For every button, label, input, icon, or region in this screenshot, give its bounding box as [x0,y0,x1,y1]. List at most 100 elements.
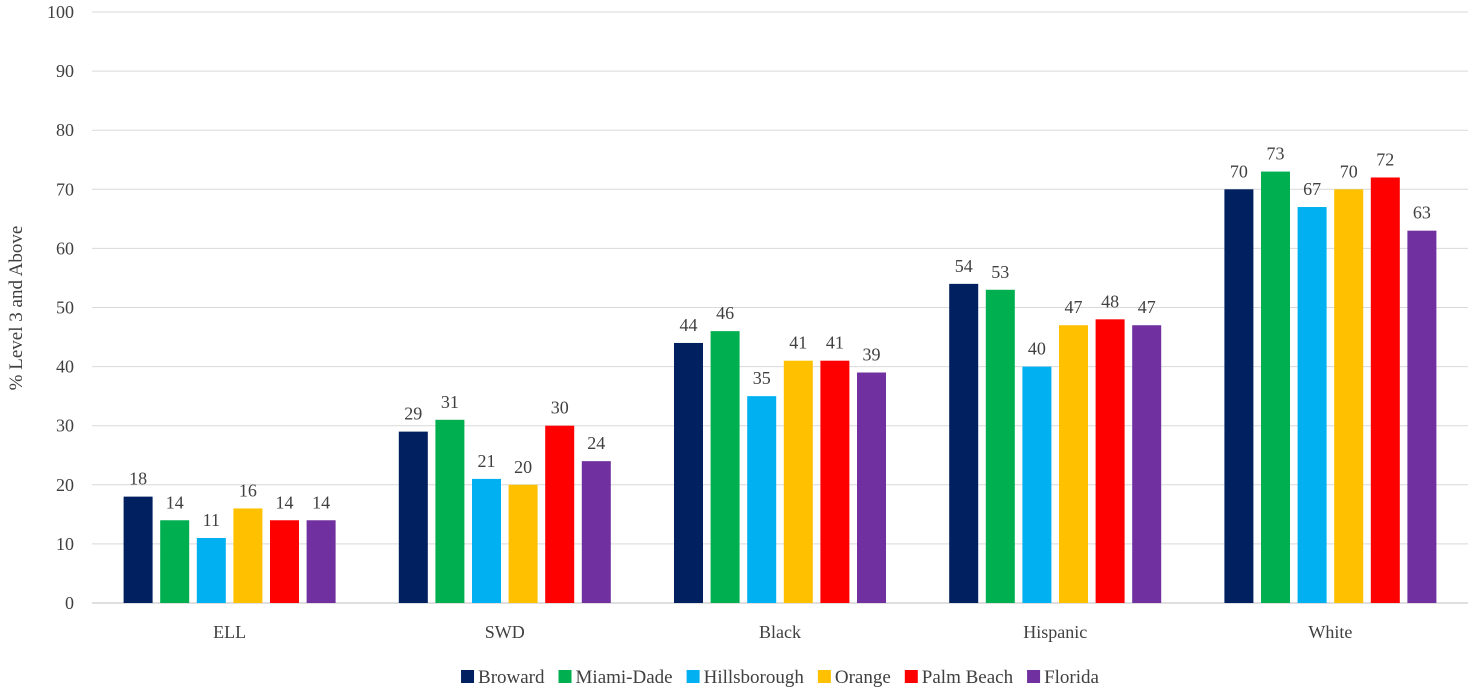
bar-florida-black [857,372,886,603]
legend-label: Broward [478,667,545,688]
legend-swatch [1027,670,1041,683]
y-tick-label: 50 [56,298,74,318]
category-label-white: White [1308,622,1352,642]
legend-swatch [558,670,572,683]
data-label: 72 [1376,149,1394,169]
bar-florida-ell [306,520,336,603]
data-label: 30 [551,398,569,418]
data-label: 41 [826,333,844,353]
bar-hillsborough-swd [472,478,501,603]
data-label: 16 [239,480,257,500]
bar-orange-ell [233,508,263,603]
data-label: 14 [312,492,330,512]
data-label: 47 [1065,297,1083,317]
legend-item-orange: Orange [817,667,891,688]
bar-miami-dade-white [1261,171,1290,603]
bar-broward-white [1224,189,1254,604]
bar-palm-beach-hispanic [1095,319,1125,603]
bar-miami-dade-hispanic [985,289,1015,603]
legend-swatch [817,670,831,683]
bar-orange-black [783,360,813,603]
legend-label: Palm Beach [922,667,1014,688]
legend-label: Florida [1044,667,1099,688]
y-tick-label: 0 [65,593,74,613]
data-label: 73 [1267,144,1285,164]
data-label: 46 [716,303,734,323]
data-labels: 18 14 11 16 14 14 29 31 21 20 30 24 44 46 35 41 41 39 54 53… [129,144,1431,530]
bar-miami-dade-swd [435,419,465,603]
legend-swatch [686,670,700,683]
legend-label: Hillsborough [704,667,805,688]
y-tick-label: 80 [56,120,74,140]
legend-item-miami-dade: Miami-Dade [558,667,673,688]
legend-item-hillsborough: Hillsborough [686,667,805,688]
bar-broward-swd [398,431,428,603]
y-tick-label: 10 [56,534,74,554]
data-label: 35 [753,368,771,388]
bar-broward-hispanic [949,283,979,603]
data-label: 41 [789,333,807,353]
bar-orange-swd [508,484,538,603]
data-label: 29 [404,404,422,424]
legend-label: Miami-Dade [576,667,673,688]
data-label: 47 [1138,297,1156,317]
bar-palm-beach-black [820,360,850,603]
bar-miami-dade-ell [160,520,190,603]
data-label: 70 [1230,161,1248,181]
y-axis-ticks: 0 10 20 30 40 50 60 70 80 90 100 [47,2,74,613]
bar-hillsborough-white [1297,207,1327,603]
legend: Broward Miami-Dade Hillsborough Orange Palm … [461,667,1100,688]
data-label: 67 [1303,179,1321,199]
data-label: 21 [478,451,496,471]
data-label: 20 [514,457,532,477]
data-label: 53 [991,262,1009,282]
data-label: 44 [680,315,698,335]
data-label: 63 [1413,203,1431,223]
y-tick-label: 30 [56,416,74,436]
bar-hillsborough-hispanic [1022,366,1052,603]
bar-miami-dade-black [710,331,740,603]
data-label: 70 [1340,161,1358,181]
bars [123,171,1437,604]
bar-florida-white [1407,230,1437,604]
y-tick-label: 20 [56,475,74,495]
bar-palm-beach-swd [545,425,575,603]
data-label: 14 [276,492,294,512]
y-tick-label: 60 [56,238,74,258]
data-label: 39 [863,345,881,365]
bar-broward-black [674,342,703,603]
bar-hillsborough-ell [196,537,226,603]
bar-florida-swd [581,461,611,603]
data-label: 14 [166,492,184,512]
y-tick-label: 40 [56,357,74,377]
category-label-black: Black [759,622,801,642]
legend-item-broward: Broward [461,667,545,688]
data-label: 40 [1028,339,1046,359]
y-tick-label: 70 [56,179,74,199]
category-label-ell: ELL [213,622,246,642]
data-label: 54 [955,256,973,276]
category-label-hispanic: Hispanic [1023,622,1087,642]
legend-item-florida: Florida [1027,667,1100,688]
bar-florida-hispanic [1132,325,1162,603]
bar-palm-beach-white [1370,177,1400,604]
category-label-swd: SWD [485,622,525,642]
x-axis-categories: ELL SWD Black Hispanic White [213,622,1352,642]
data-label: 31 [441,392,459,412]
bar-palm-beach-ell [270,520,299,603]
bar-hillsborough-black [747,396,777,603]
data-label: 24 [587,433,605,453]
data-label: 48 [1101,291,1119,311]
bar-orange-hispanic [1059,325,1088,603]
data-label: 11 [203,510,220,530]
legend-swatch [461,670,475,683]
y-tick-label: 90 [56,61,74,81]
data-label: 18 [129,469,147,489]
legend-swatch [904,670,918,683]
bar-broward-ell [123,496,153,603]
y-tick-label: 100 [47,2,74,22]
y-axis-title: % Level 3 and Above [6,226,27,391]
legend-label: Orange [835,667,891,688]
legend-item-palm-beach: Palm Beach [904,667,1014,688]
